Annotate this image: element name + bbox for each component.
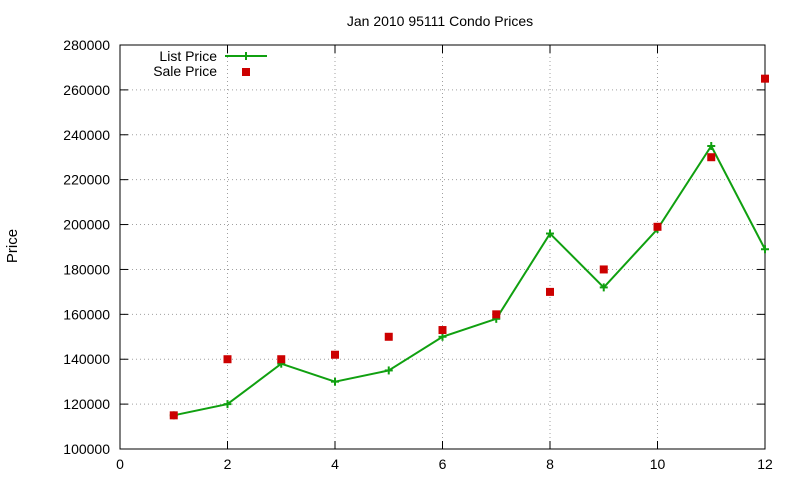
y-tick-label: 140000 — [63, 351, 110, 367]
series — [169, 74, 769, 420]
sale-price-point — [169, 411, 178, 420]
x-tick-label: 8 — [546, 456, 554, 472]
y-tick-label: 120000 — [63, 396, 110, 412]
x-tick-label: 6 — [439, 456, 447, 472]
y-tick-label: 260000 — [63, 82, 110, 98]
list-price-line — [173, 144, 766, 417]
x-tick-label: 12 — [757, 456, 773, 472]
legend-label-list-price: List Price — [159, 48, 217, 64]
x-tick-label: 0 — [116, 456, 124, 472]
y-tick-label: 180000 — [63, 261, 110, 277]
x-tick-label: 10 — [650, 456, 666, 472]
list-price-point — [331, 377, 339, 386]
sale-price-point — [277, 355, 286, 364]
sale-price-point — [384, 332, 393, 341]
list-price-point — [599, 283, 608, 292]
y-tick-label: 240000 — [63, 127, 110, 143]
y-tick-label: 280000 — [63, 37, 110, 53]
sale-price-point — [599, 265, 608, 274]
legend-swatch-sale-price — [242, 68, 250, 76]
sale-price-point — [223, 355, 232, 364]
list-price-point — [546, 229, 554, 238]
list-price-point — [384, 366, 393, 375]
y-tick-label: 200000 — [63, 217, 110, 233]
chart-title: Jan 2010 95111 Condo Prices — [347, 13, 533, 29]
sale-price-point — [707, 153, 716, 162]
legend-marker-list-price — [242, 52, 250, 60]
list-price-point — [707, 142, 716, 150]
y-axis-label: Price — [4, 229, 21, 263]
sale-price-point — [492, 310, 501, 319]
sale-price-point — [653, 222, 662, 231]
sale-price-point — [761, 74, 769, 83]
list-price-point — [438, 332, 447, 341]
y-tick-label: 160000 — [63, 306, 110, 322]
sale-price-point — [331, 350, 339, 359]
legend-label-sale-price: Sale Price — [153, 63, 217, 79]
y-tick-label: 100000 — [63, 441, 110, 457]
x-tick-label: 4 — [331, 456, 339, 472]
list-price-point — [223, 400, 232, 409]
x-tick-label: 2 — [224, 456, 232, 472]
grid — [120, 45, 765, 449]
sale-price-point — [546, 287, 554, 296]
legend: List Price Sale Price — [153, 48, 267, 79]
axis-ticks: 100000 120000 140000 160000 180000 200000 2200… — [63, 37, 773, 472]
y-tick-label: 220000 — [63, 172, 110, 188]
sale-price-point — [438, 326, 447, 335]
list-price-point — [761, 245, 769, 254]
